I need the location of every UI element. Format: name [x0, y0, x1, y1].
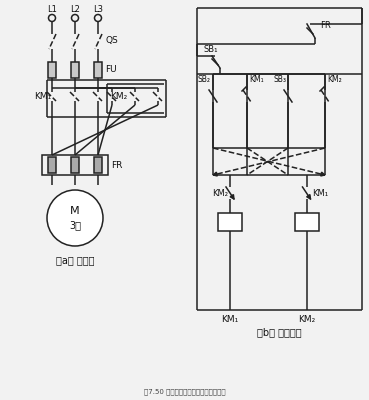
Text: KM₁: KM₁ [249, 76, 263, 84]
Text: 3～: 3～ [69, 220, 81, 230]
Text: L2: L2 [70, 4, 80, 14]
Circle shape [47, 190, 103, 246]
Bar [218, 213, 242, 231]
Text: KM₁: KM₁ [221, 316, 239, 324]
Text: （b） 控制电路: （b） 控制电路 [257, 327, 302, 337]
Text: KM₂: KM₂ [110, 92, 127, 101]
Bar [71, 62, 79, 78]
Text: FU: FU [105, 66, 117, 74]
Text: 图7.50 三相异步电动机正反转控制电路: 图7.50 三相异步电动机正反转控制电路 [144, 389, 225, 395]
Polygon shape [307, 194, 310, 199]
Polygon shape [230, 194, 234, 199]
Bar [94, 62, 102, 78]
Text: SB₂: SB₂ [198, 76, 211, 84]
Text: FR: FR [111, 160, 123, 170]
Text: KM₁: KM₁ [313, 188, 329, 198]
Text: KM₁: KM₁ [34, 92, 51, 101]
Text: QS: QS [105, 36, 118, 44]
Polygon shape [213, 172, 217, 176]
Bar [48, 62, 56, 78]
Bar [42, 155, 108, 175]
Text: KM₂: KM₂ [212, 188, 228, 198]
Text: KM₂: KM₂ [298, 316, 315, 324]
Text: SB₁: SB₁ [203, 46, 217, 54]
Bar [48, 157, 56, 173]
Circle shape [94, 14, 101, 22]
Text: FR: FR [320, 22, 331, 30]
Text: SB₃: SB₃ [273, 76, 286, 84]
Bar [94, 157, 102, 173]
Text: L1: L1 [47, 4, 57, 14]
Text: M: M [70, 206, 80, 216]
Circle shape [72, 14, 79, 22]
Circle shape [48, 14, 55, 22]
Text: L3: L3 [93, 4, 103, 14]
Text: （a） 主电路: （a） 主电路 [56, 255, 94, 265]
Bar [71, 157, 79, 173]
Polygon shape [321, 172, 325, 176]
Text: KM₂: KM₂ [327, 76, 342, 84]
Bar [294, 213, 318, 231]
